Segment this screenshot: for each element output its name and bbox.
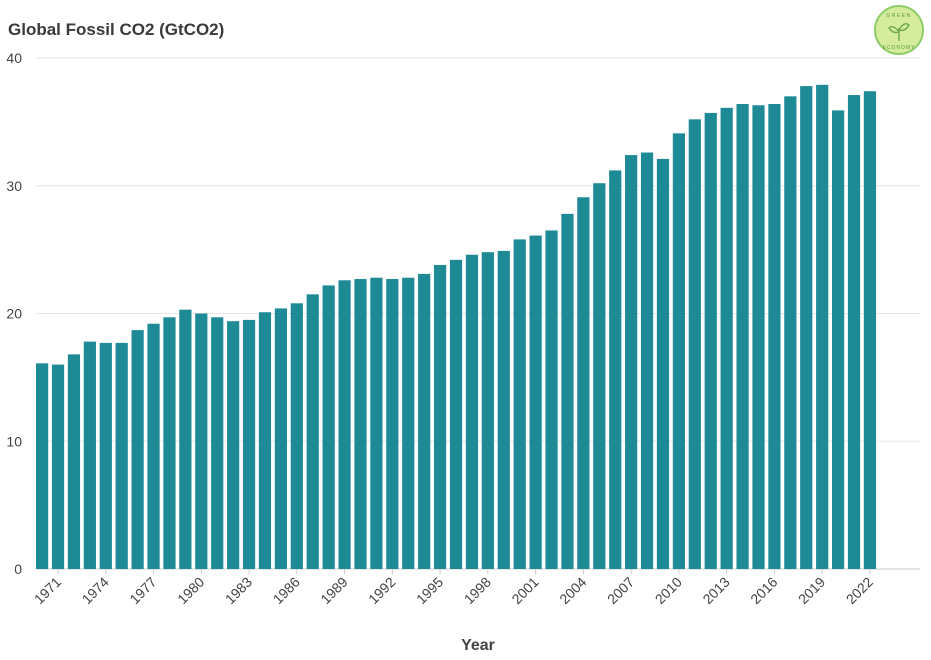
bar-1971[interactable] — [51, 364, 65, 569]
x-tick-label: 2001 — [508, 574, 541, 607]
bar-1995[interactable] — [434, 264, 447, 569]
bar-1979[interactable] — [179, 309, 192, 569]
bar-2009[interactable] — [656, 158, 670, 570]
bar-2008[interactable] — [640, 152, 654, 569]
bar-1999[interactable] — [497, 250, 510, 569]
bar-2020[interactable] — [832, 110, 845, 569]
bar-2003[interactable] — [561, 213, 574, 569]
bar-1993[interactable] — [402, 277, 415, 569]
x-tick-label: 1971 — [31, 574, 64, 607]
bar-2019[interactable] — [816, 84, 829, 569]
bar-2001[interactable] — [529, 235, 542, 569]
x-tick-label: 2004 — [556, 574, 589, 607]
bar-1980[interactable] — [195, 313, 208, 570]
bar-1984[interactable] — [258, 312, 272, 569]
y-axis-ticks: 0 10 20 30 40 — [6, 50, 22, 577]
bars — [36, 84, 877, 570]
bar-1998[interactable] — [481, 252, 494, 569]
y-tick-label: 30 — [6, 178, 22, 194]
bar-1989[interactable] — [338, 280, 351, 569]
x-tick-label: 1977 — [126, 574, 159, 607]
bar-1990[interactable] — [354, 279, 367, 569]
y-tick-label: 20 — [6, 306, 22, 322]
bar-2005[interactable] — [593, 183, 606, 569]
x-tick-label: 1983 — [222, 574, 255, 607]
bar-1973[interactable] — [83, 341, 96, 569]
bar-1978[interactable] — [163, 317, 176, 569]
bar-2010[interactable] — [672, 133, 685, 569]
bar-2014[interactable] — [736, 103, 749, 570]
bar-1982[interactable] — [227, 321, 240, 569]
x-tick-label: 1980 — [174, 574, 207, 607]
bar-1972[interactable] — [67, 354, 81, 569]
bar-2002[interactable] — [545, 230, 558, 569]
bar-1986[interactable] — [290, 303, 303, 569]
bar-2011[interactable] — [688, 119, 701, 569]
x-tick-label: 2016 — [747, 574, 780, 607]
bar-2018[interactable] — [800, 86, 813, 570]
bar-1974[interactable] — [99, 342, 112, 569]
bar-2013[interactable] — [720, 107, 733, 569]
bar-2021[interactable] — [847, 95, 861, 570]
x-tick-label: 1989 — [317, 574, 350, 607]
x-tick-label: 1992 — [365, 574, 398, 607]
x-tick-label: 2022 — [843, 574, 876, 607]
x-tick-label: 1995 — [413, 574, 446, 607]
bar-1997[interactable] — [465, 254, 479, 570]
x-tick-label: 1974 — [79, 574, 112, 607]
bar-2016[interactable] — [768, 103, 781, 570]
bar-1976[interactable] — [131, 330, 144, 569]
bar-2012[interactable] — [704, 112, 717, 570]
bar-2022[interactable] — [863, 91, 877, 569]
logo-text-bottom: ECONOMY — [883, 45, 916, 51]
leaf-icon — [888, 23, 910, 41]
bar-2000[interactable] — [513, 239, 526, 569]
bar-1996[interactable] — [449, 259, 463, 569]
y-tick-label: 0 — [14, 561, 22, 577]
x-tick-label: 1986 — [270, 574, 303, 607]
bar-1987[interactable] — [306, 294, 319, 569]
bar-1970[interactable] — [36, 363, 49, 569]
logo-text-top: GREEN — [886, 13, 911, 19]
bar-2007[interactable] — [625, 155, 638, 569]
y-tick-label: 10 — [6, 433, 22, 449]
chart-title: Global Fossil CO2 (GtCO2) — [8, 20, 225, 39]
bar-1991[interactable] — [370, 277, 383, 569]
green-economy-logo: GREEN ECONOMY — [874, 5, 924, 55]
x-axis-ticks: 1971 1974 1977 1980 1983 1986 1989 1992 1995 1998… — [31, 569, 876, 607]
bar-1983[interactable] — [242, 319, 256, 569]
bar-1981[interactable] — [211, 317, 224, 569]
bar-1975[interactable] — [115, 342, 128, 569]
bar-1994[interactable] — [418, 273, 431, 569]
bar-2006[interactable] — [609, 170, 622, 570]
x-axis-title: Year — [461, 637, 495, 654]
x-tick-label: 1998 — [461, 574, 494, 607]
bar-2017[interactable] — [784, 96, 797, 569]
x-tick-label: 2007 — [604, 574, 637, 607]
bar-1985[interactable] — [274, 308, 287, 569]
bar-1992[interactable] — [386, 279, 399, 569]
y-tick-label: 40 — [6, 50, 22, 66]
x-tick-label: 2013 — [699, 574, 732, 607]
bar-1988[interactable] — [322, 285, 335, 569]
x-tick-label: 2019 — [795, 574, 828, 607]
bar-2004[interactable] — [577, 197, 590, 569]
bar-1977[interactable] — [147, 323, 160, 569]
x-tick-label: 2010 — [652, 574, 685, 607]
bar-2015[interactable] — [752, 105, 765, 570]
